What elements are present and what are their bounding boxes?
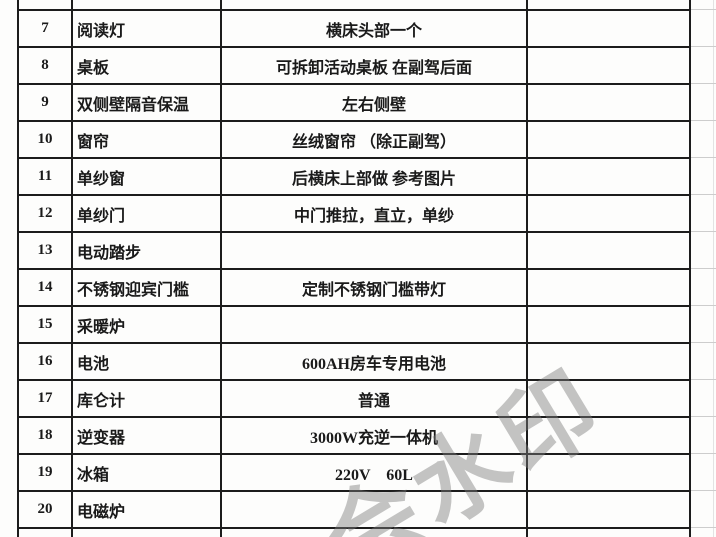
row-number-cell: 13: [19, 233, 73, 268]
note-cell: [528, 85, 691, 120]
item-name-cell: 单纱门: [73, 196, 222, 231]
item-name-cell: 电磁炉: [73, 492, 222, 527]
table-row: 16 电池 600AH房车专用电池: [19, 344, 691, 381]
row-number-cell: 15: [19, 307, 73, 342]
note-cell: [528, 159, 691, 194]
item-desc-cell: 220V 60L: [222, 455, 528, 490]
item-desc-cell: [222, 233, 528, 268]
item-desc-cell: 定制不锈钢门槛带灯: [222, 270, 528, 305]
table-row: 20 电磁炉: [19, 492, 691, 529]
item-desc-cell: 3000W充逆一体机: [222, 418, 528, 453]
note-cell: [528, 48, 691, 83]
row-number-cell: 14: [19, 270, 73, 305]
table-row: 19 冰箱 220V 60L: [19, 455, 691, 492]
item-name-cell: 单纱窗: [73, 159, 222, 194]
table-row: 11 单纱窗 后横床上部做 参考图片: [19, 159, 691, 196]
note-cell: [528, 122, 691, 157]
spec-table: 7 阅读灯 横床头部一个 8 桌板 可拆卸活动桌板 在副驾后面 9 双侧壁隔音保…: [17, 0, 691, 537]
item-name-cell: 双侧壁隔音保温: [73, 85, 222, 120]
note-cell: [528, 0, 691, 9]
item-desc-cell: 普通: [222, 381, 528, 416]
item-desc-cell: [222, 492, 528, 527]
item-name-cell: [73, 0, 222, 9]
note-cell: [528, 381, 691, 416]
item-name-cell: 逆变器: [73, 418, 222, 453]
table-row: 9 双侧壁隔音保温 左右侧壁: [19, 85, 691, 122]
row-number-cell: 19: [19, 455, 73, 490]
row-number-cell: 12: [19, 196, 73, 231]
row-number-cell: 17: [19, 381, 73, 416]
row-number-cell: 7: [19, 11, 73, 46]
item-desc-cell: [222, 307, 528, 342]
table-row: 8 桌板 可拆卸活动桌板 在副驾后面: [19, 48, 691, 85]
item-desc-cell: [222, 0, 528, 9]
note-cell: [528, 529, 691, 537]
item-name-cell: 电池: [73, 344, 222, 379]
row-number-cell: 10: [19, 122, 73, 157]
note-cell: [528, 307, 691, 342]
item-desc-cell: 600AH房车专用电池: [222, 344, 528, 379]
item-name-cell: 阅读灯: [73, 11, 222, 46]
row-number-cell: [19, 0, 73, 9]
item-desc-cell: 横床头部一个: [222, 11, 528, 46]
note-cell: [528, 233, 691, 268]
item-name-cell: 电动踏步: [73, 233, 222, 268]
item-desc-cell: 后横床上部做 参考图片: [222, 159, 528, 194]
table-row-partial-top: [19, 0, 691, 11]
item-desc-cell: [222, 529, 528, 537]
item-desc-cell: 丝绒窗帘 （除正副驾）: [222, 122, 528, 157]
item-desc-cell: 可拆卸活动桌板 在副驾后面: [222, 48, 528, 83]
row-number-cell: 20: [19, 492, 73, 527]
row-number-cell: 16: [19, 344, 73, 379]
item-desc-cell: 中门推拉，直立，单纱: [222, 196, 528, 231]
table-row: 17 库仑计 普通: [19, 381, 691, 418]
item-name-cell: 库仑计: [73, 381, 222, 416]
table-row: 18 逆变器 3000W充逆一体机: [19, 418, 691, 455]
item-desc-cell: 左右侧壁: [222, 85, 528, 120]
item-name-cell: 桌板: [73, 48, 222, 83]
item-name-cell: 采暖炉: [73, 307, 222, 342]
row-number-cell: 18: [19, 418, 73, 453]
item-name-cell: 窗帘: [73, 122, 222, 157]
note-cell: [528, 344, 691, 379]
row-number-cell: [19, 529, 73, 537]
note-cell: [528, 418, 691, 453]
note-cell: [528, 492, 691, 527]
table-row: 13 电动踏步: [19, 233, 691, 270]
row-number-cell: 11: [19, 159, 73, 194]
item-name-cell: [73, 529, 222, 537]
table-row: 14 不锈钢迎宾门槛 定制不锈钢门槛带灯: [19, 270, 691, 307]
note-cell: [528, 270, 691, 305]
table-row: 7 阅读灯 横床头部一个: [19, 11, 691, 48]
table-row: 15 采暖炉: [19, 307, 691, 344]
row-number-cell: 8: [19, 48, 73, 83]
row-number-cell: 9: [19, 85, 73, 120]
table-row: 12 单纱门 中门推拉，直立，单纱: [19, 196, 691, 233]
note-cell: [528, 11, 691, 46]
item-name-cell: 不锈钢迎宾门槛: [73, 270, 222, 305]
right-margin-gridlines: [691, 9, 716, 531]
right-edge-gridline: [713, 0, 714, 537]
table-row: 10 窗帘 丝绒窗帘 （除正副驾）: [19, 122, 691, 159]
note-cell: [528, 455, 691, 490]
item-name-cell: 冰箱: [73, 455, 222, 490]
note-cell: [528, 196, 691, 231]
table-row-partial-bottom: [19, 529, 691, 537]
